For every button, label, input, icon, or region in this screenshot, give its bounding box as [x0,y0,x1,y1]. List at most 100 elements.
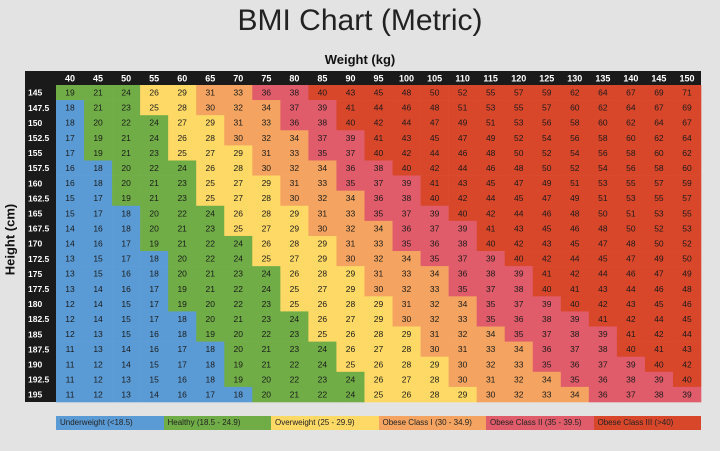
bmi-value-label: 31 [458,344,468,354]
bmi-cell [448,115,477,131]
bmi-cell [504,205,534,222]
bmi-value-label: 28 [290,239,300,249]
height-tick-label: 152.5 [28,133,50,143]
bmi-cell [616,281,646,297]
height-tick-label: 175 [28,269,42,279]
bmi-value-label: 53 [514,118,524,128]
bmi-cell [420,220,449,237]
bmi-value-label: 13 [65,284,75,294]
bmi-value-label: 17 [149,299,159,309]
bmi-cell [252,130,281,146]
bmi-cell [504,175,534,191]
bmi-cell [504,326,534,342]
legend: Underweight (<18.5) Healthy (18.5 - 24.9)… [56,416,701,430]
bmi-cell [140,100,169,116]
bmi-value-label: 40 [626,344,636,354]
bmi-value-label: 29 [458,389,468,399]
bmi-value-label: 18 [65,103,75,113]
bmi-value-label: 49 [542,178,552,188]
bmi-cell [476,115,505,131]
bmi-cell [196,281,225,297]
bmi-value-label: 22 [121,118,131,128]
bmi-cell [364,85,393,101]
bmi-value-label: 41 [542,269,552,279]
bmi-value-label: 21 [93,88,103,98]
bmi-cell [476,311,505,327]
bmi-value-label: 36 [458,269,468,279]
bmi-value-label: 56 [626,163,636,173]
bmi-value-label: 30 [206,103,216,113]
bmi-value-label: 21 [93,103,103,113]
bmi-value-label: 34 [290,133,300,143]
bmi-cell [588,266,618,282]
bmi-cell [252,371,281,388]
bmi-value-label: 30 [486,389,496,399]
bmi-cell [308,115,337,131]
bmi-value-label: 26 [402,389,412,399]
bmi-cell [364,145,393,161]
bmi-cell [560,175,590,191]
bmi-value-label: 38 [542,314,552,324]
bmi-value-label: 25 [149,103,159,113]
bmi-cell [532,100,562,116]
bmi-cell [336,205,365,222]
bmi-cell [448,130,477,146]
bmi-value-label: 18 [206,344,216,354]
bmi-cell [56,220,85,237]
weight-tick-label: 100 [399,74,414,84]
bmi-cell [336,296,365,312]
bmi-cell [196,341,225,358]
bmi-value-label: 54 [598,163,608,173]
bmi-value-label: 15 [93,269,103,279]
bmi-value-label: 33 [402,269,412,279]
bmi-cell [560,281,590,297]
bmi-value-label: 33 [234,88,244,98]
bmi-cell [84,266,113,282]
bmi-cell [196,115,225,131]
bmi-cell [252,175,281,191]
bmi-cell [168,85,197,101]
bmi-value-label: 25 [206,178,216,188]
bmi-cell [308,326,337,342]
bmi-cell [336,160,365,176]
bmi-value-label: 24 [262,269,272,279]
bmi-value-label: 21 [149,193,159,203]
bmi-cell [504,371,534,388]
bmi-value-label: 41 [654,344,664,354]
bmi-value-label: 19 [177,299,187,309]
bmi-cell [392,115,421,131]
bmi-value-label: 23 [121,103,131,113]
bmi-value-label: 13 [65,269,75,279]
bmi-value-label: 23 [206,223,216,233]
bmi-cell [476,85,505,101]
bmi-cell [420,311,449,327]
bmi-cell [196,100,225,116]
bmi-value-label: 28 [402,344,412,354]
bmi-value-label: 22 [290,374,300,384]
bmi-value-label: 20 [234,344,244,354]
bmi-value-label: 52 [654,223,664,233]
bmi-cell [672,205,702,222]
bmi-cell [476,281,505,297]
bmi-cell [56,341,85,358]
bmi-value-label: 15 [121,329,131,339]
bmi-value-label: 47 [458,133,468,143]
bmi-value-label: 36 [262,88,272,98]
bmi-value-label: 31 [346,239,356,249]
bmi-value-label: 26 [374,359,384,369]
bmi-cell [84,115,113,131]
bmi-cell [420,235,449,252]
bmi-cell [420,356,449,373]
bmi-cell [616,356,646,373]
height-tick-label: 155 [28,148,42,158]
bmi-value-label: 19 [234,359,244,369]
bmi-cell [84,371,113,388]
bmi-cell [644,220,674,237]
bmi-value-label: 30 [458,359,468,369]
bmi-cell [56,115,85,131]
bmi-value-label: 29 [290,208,300,218]
bmi-value-label: 30 [318,223,328,233]
bmi-value-label: 67 [654,103,664,113]
bmi-value-label: 44 [654,314,664,324]
bmi-cell [448,190,477,207]
